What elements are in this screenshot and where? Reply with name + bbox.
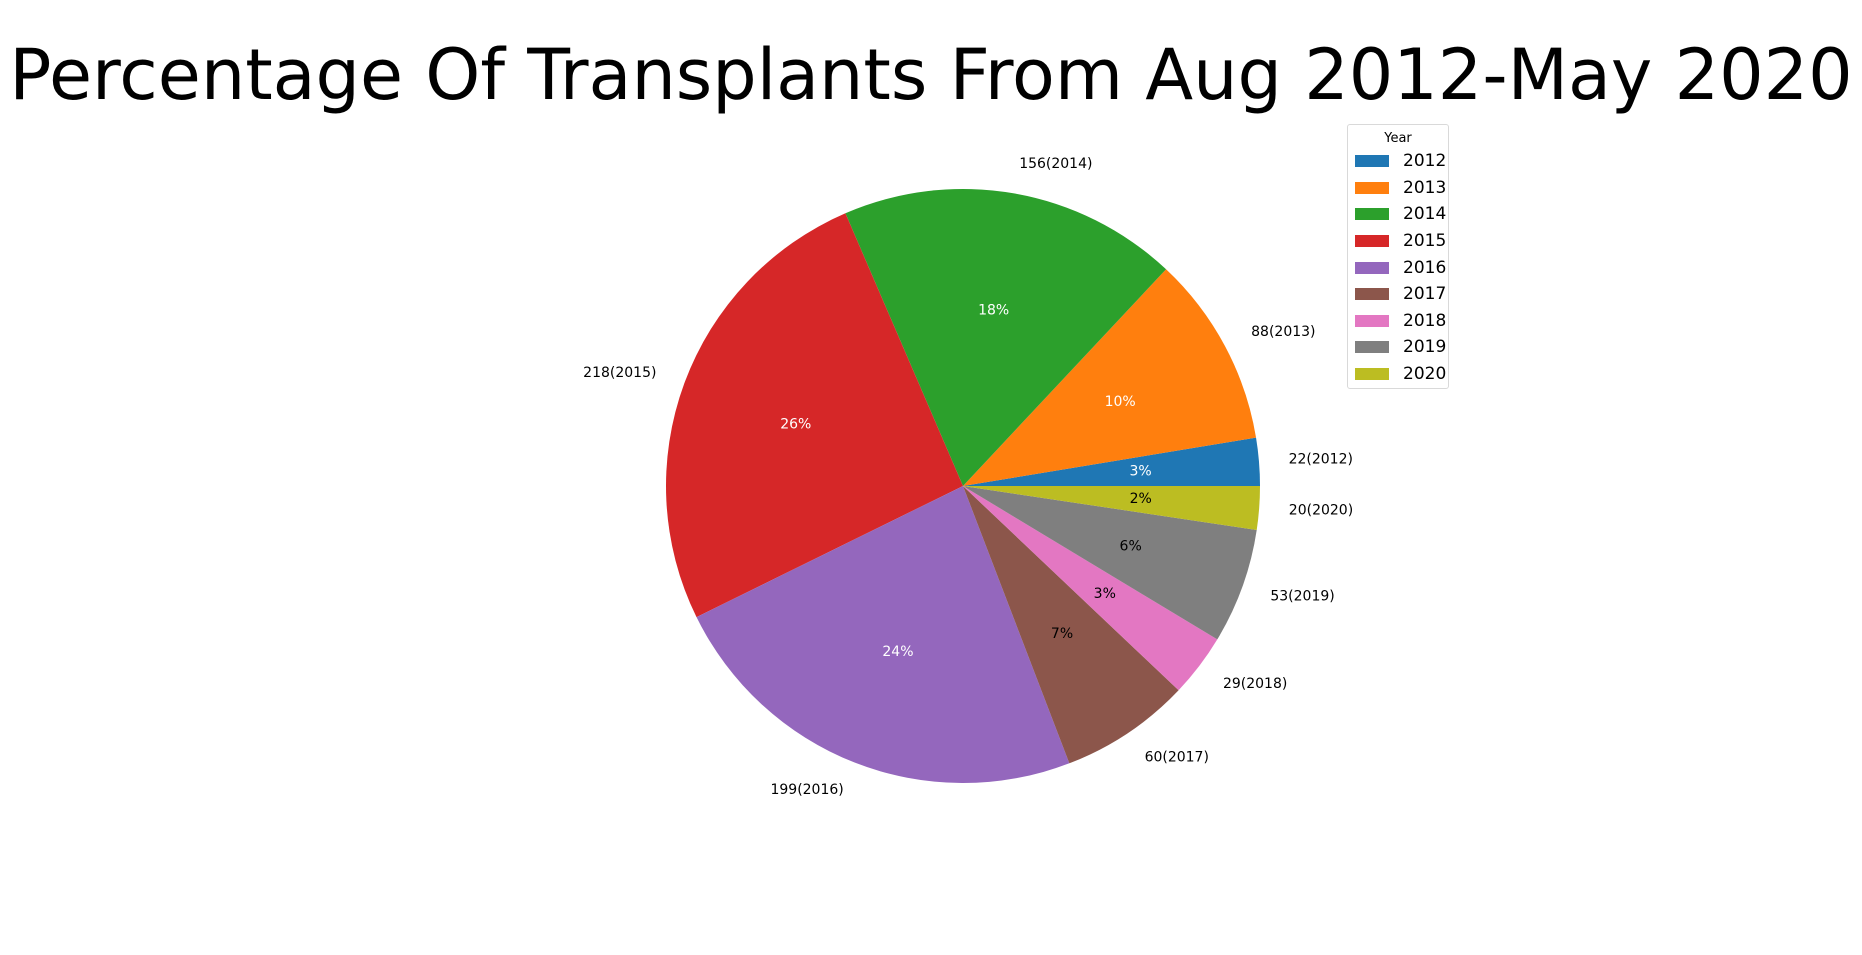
pct-label-2015: 26% [780, 416, 811, 432]
legend-item-2012: 2012 [1348, 148, 1448, 175]
pct-label-2020: 2% [1130, 491, 1152, 507]
legend-item-2014: 2014 [1348, 201, 1448, 228]
legend-swatch-2020 [1355, 368, 1389, 381]
legend-swatch-2018 [1355, 314, 1389, 327]
legend-label-2015: 2015 [1403, 231, 1447, 252]
legend-label-2017: 2017 [1403, 284, 1447, 305]
pct-label-2017: 7% [1051, 626, 1073, 642]
pct-label-2018: 3% [1094, 586, 1116, 602]
outer-label-2015: 218(2015) [583, 365, 656, 381]
legend-label-2020: 2020 [1403, 364, 1447, 385]
legend-swatch-2019 [1355, 341, 1389, 354]
legend-label-2013: 2013 [1403, 177, 1447, 198]
legend-swatch-2014 [1355, 208, 1389, 221]
outer-label-2012: 22(2012) [1289, 451, 1353, 467]
legend-item-2016: 2016 [1348, 254, 1448, 281]
pie-slice-2019 [963, 486, 1257, 640]
pie-slice-2016 [696, 486, 1070, 783]
legend-item-2019: 2019 [1348, 334, 1448, 361]
pie-slice-2012 [963, 437, 1260, 486]
pct-label-2019: 6% [1120, 538, 1142, 554]
legend-swatch-2017 [1355, 288, 1389, 301]
legend-item-2018: 2018 [1348, 308, 1448, 335]
legend-item-2015: 2015 [1348, 228, 1448, 255]
pie-slice-2015 [665, 213, 963, 618]
outer-label-2016: 199(2016) [770, 782, 843, 798]
pie-slice-2017 [963, 486, 1179, 764]
pie-slice-2013 [963, 269, 1257, 486]
legend-label-2012: 2012 [1403, 151, 1447, 172]
legend-label-2016: 2016 [1403, 257, 1447, 278]
pie-slice-2014 [845, 189, 1167, 486]
legend-swatch-2013 [1355, 181, 1389, 194]
pct-label-2016: 24% [882, 644, 913, 660]
outer-label-2020: 20(2020) [1289, 502, 1353, 518]
chart-title: Percentage Of Transplants From Aug 2012-… [9, 34, 1853, 116]
legend-title: Year [1384, 131, 1412, 146]
legend-swatch-2016 [1355, 261, 1389, 274]
pie-slice-2020 [963, 486, 1260, 531]
outer-label-2019: 53(2019) [1270, 589, 1334, 605]
pct-label-2014: 18% [978, 302, 1009, 318]
outer-label-2013: 88(2013) [1251, 324, 1315, 340]
pct-label-2013: 10% [1105, 394, 1136, 410]
legend-item-2020: 2020 [1348, 361, 1448, 388]
legend: Year 2012 2013 2014 2015 2016 2017 2018 2019 202… [1347, 124, 1449, 389]
legend-swatch-2012 [1355, 155, 1389, 168]
outer-label-2017: 60(2017) [1145, 750, 1209, 766]
legend-swatch-2015 [1355, 235, 1389, 248]
legend-label-2018: 2018 [1403, 310, 1447, 331]
legend-label-2019: 2019 [1403, 337, 1447, 358]
legend-item-2017: 2017 [1348, 281, 1448, 308]
legend-label-2014: 2014 [1403, 204, 1447, 225]
legend-items: 2012 2013 2014 2015 2016 2017 2018 2019 2020 [1348, 148, 1448, 387]
pie-slice-2018 [963, 486, 1218, 691]
pct-label-2012: 3% [1129, 463, 1151, 479]
outer-label-2014: 156(2014) [1019, 156, 1092, 172]
legend-item-2013: 2013 [1348, 175, 1448, 202]
outer-label-2018: 29(2018) [1223, 676, 1287, 692]
